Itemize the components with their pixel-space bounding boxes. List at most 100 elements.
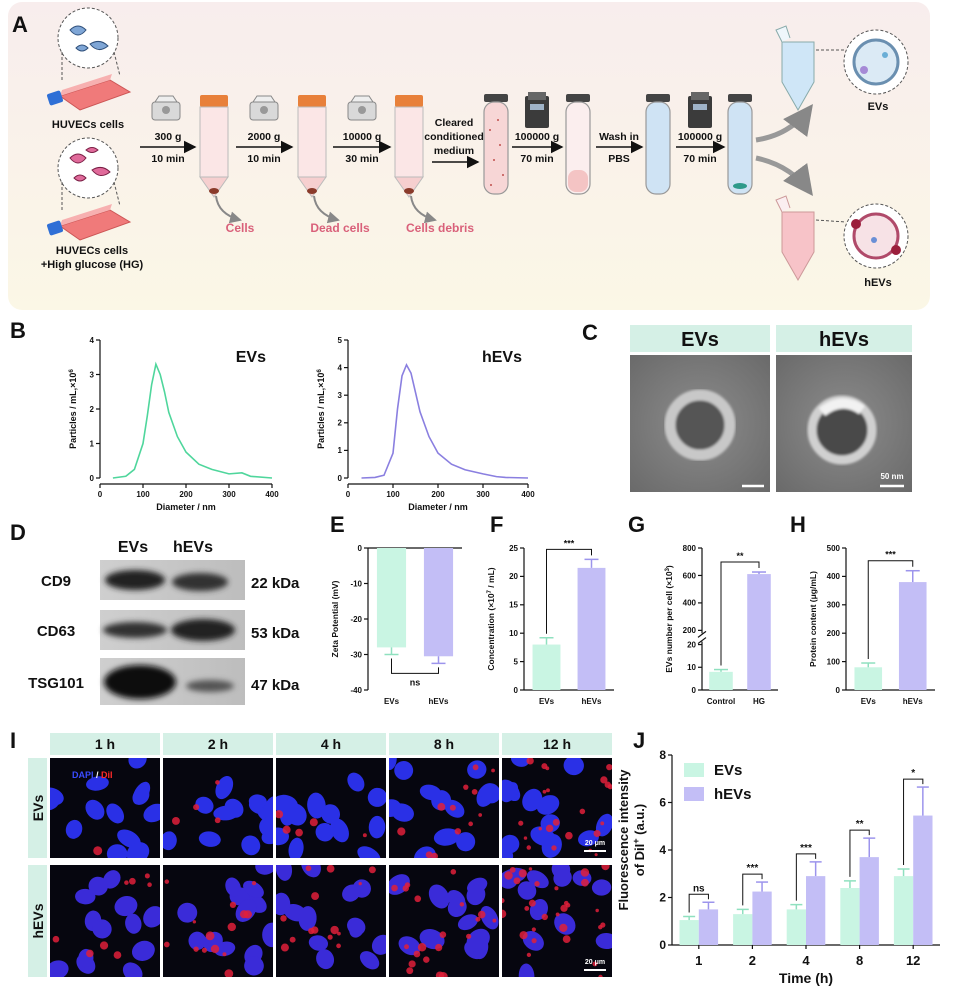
y-tick-label: 5 [514, 657, 519, 666]
nucleus [298, 906, 317, 931]
x-tick-label: 200 [179, 490, 193, 499]
nucleus [92, 919, 112, 939]
y-tick-label: 800 [683, 544, 697, 553]
dii-signal [113, 951, 122, 959]
x-tick-label: 100 [386, 490, 400, 499]
dii-signal [523, 836, 528, 840]
axis-title-part: Concentration (×10 [486, 593, 496, 670]
micrograph [276, 865, 386, 977]
dii-signal [594, 853, 598, 857]
ev-schematic [843, 29, 909, 95]
nucleus [518, 963, 535, 977]
step-speed: 300 g [155, 131, 182, 143]
nucleus [163, 831, 177, 851]
dii-signal [459, 902, 465, 907]
tube [297, 94, 327, 198]
nucleus [480, 906, 499, 930]
removed-label: Cells debris [406, 221, 474, 235]
size-label: 22 kDa [251, 575, 300, 592]
centrifuge-icon [347, 95, 377, 121]
dii-signal [239, 910, 249, 919]
panel-label: A [12, 12, 28, 37]
dii-signal [330, 925, 339, 935]
y-tick-label: 0 [836, 686, 841, 695]
nucleus [215, 775, 234, 800]
bar [733, 914, 753, 945]
y-tick-label: 3 [90, 370, 95, 379]
x-tick-label: 0 [98, 490, 103, 499]
axis-title-part: Zeta Potential (mV) [330, 580, 340, 657]
nucleus [225, 877, 241, 897]
step-speed: 2000 g [248, 131, 281, 143]
dii-signal [280, 915, 287, 922]
axis-title: Protein content (μg/mL) [808, 571, 818, 667]
y-tick-label: 200 [683, 626, 697, 635]
significance-label: ns [410, 677, 421, 687]
dii-signal [144, 873, 150, 879]
y-tick-label: 0 [338, 474, 343, 483]
nucleus [301, 865, 321, 878]
dii-signal [404, 882, 411, 888]
y-tick-label: 8 [659, 748, 666, 762]
nucleus [75, 888, 96, 905]
removal-arrow [313, 195, 340, 224]
nucleus [276, 794, 299, 815]
tube [394, 94, 424, 198]
column-label: hEVs [819, 329, 869, 351]
dii-signal [163, 941, 170, 948]
zoom-line [815, 219, 847, 223]
protein-label: CD9 [41, 573, 71, 590]
nucleus [276, 865, 293, 881]
axis-title: Particles / mL,×106 [68, 369, 79, 449]
x-tick-label: 400 [265, 490, 279, 499]
series-label: hEVs [482, 349, 522, 366]
dii-signal [592, 961, 598, 967]
y-tick-label: 400 [683, 599, 697, 608]
x-tick-label: hEVs [903, 697, 924, 706]
scale-label: 20 μm [585, 959, 605, 966]
dii-signal [600, 776, 608, 784]
source-label: HUVECs cells [52, 119, 124, 131]
y-tick-label: 4 [90, 336, 95, 345]
dii-signal [541, 913, 548, 921]
legend-swatch [684, 787, 704, 801]
significance-label: ns [693, 883, 705, 894]
dii-signal [606, 763, 612, 771]
uc-tube [727, 93, 753, 195]
line-series [361, 362, 529, 479]
dii-signal [408, 960, 416, 968]
dii-signal [454, 828, 462, 835]
microscopy-panel: I 1 h 2 h 4 h 8 h 12 h EVs 20 μm hEVs 20 μm DAPI … [10, 728, 612, 977]
dii-signal [559, 923, 568, 932]
bar [806, 876, 826, 945]
dii-signal [492, 918, 497, 923]
step-time: 10 min [151, 153, 184, 165]
nucleus [428, 884, 450, 909]
process: 300 g 10 min 2000 g 10 min 10000 g 30 mi… [140, 25, 909, 289]
y-tick-label: 0 [692, 686, 697, 695]
significance-bracket [903, 778, 924, 865]
panel-label: H [790, 512, 806, 537]
dii-signal [434, 943, 443, 952]
dii-signal [541, 763, 548, 770]
bar [859, 857, 879, 945]
bar [747, 574, 771, 690]
dii-signal [52, 935, 60, 943]
bar [376, 548, 407, 648]
x-tick-label: 12 [906, 953, 920, 968]
y-tick-label: -10 [350, 579, 362, 588]
nucleus [480, 783, 499, 804]
panel-label: E [330, 512, 345, 537]
dii-signal [276, 810, 284, 819]
dii-signal [472, 764, 479, 771]
medium-label: Cleared [435, 117, 474, 129]
removal-arrow [410, 195, 437, 224]
size-label: 53 kDa [251, 625, 300, 642]
dii-signal [526, 758, 534, 765]
axis-title: Particles / mL,×106 [316, 369, 327, 449]
dii-signal [565, 831, 573, 840]
significance-label: *** [747, 863, 759, 874]
nucleus [457, 914, 479, 931]
y-tick-label: 2 [90, 405, 95, 414]
dii-signal [604, 781, 611, 788]
